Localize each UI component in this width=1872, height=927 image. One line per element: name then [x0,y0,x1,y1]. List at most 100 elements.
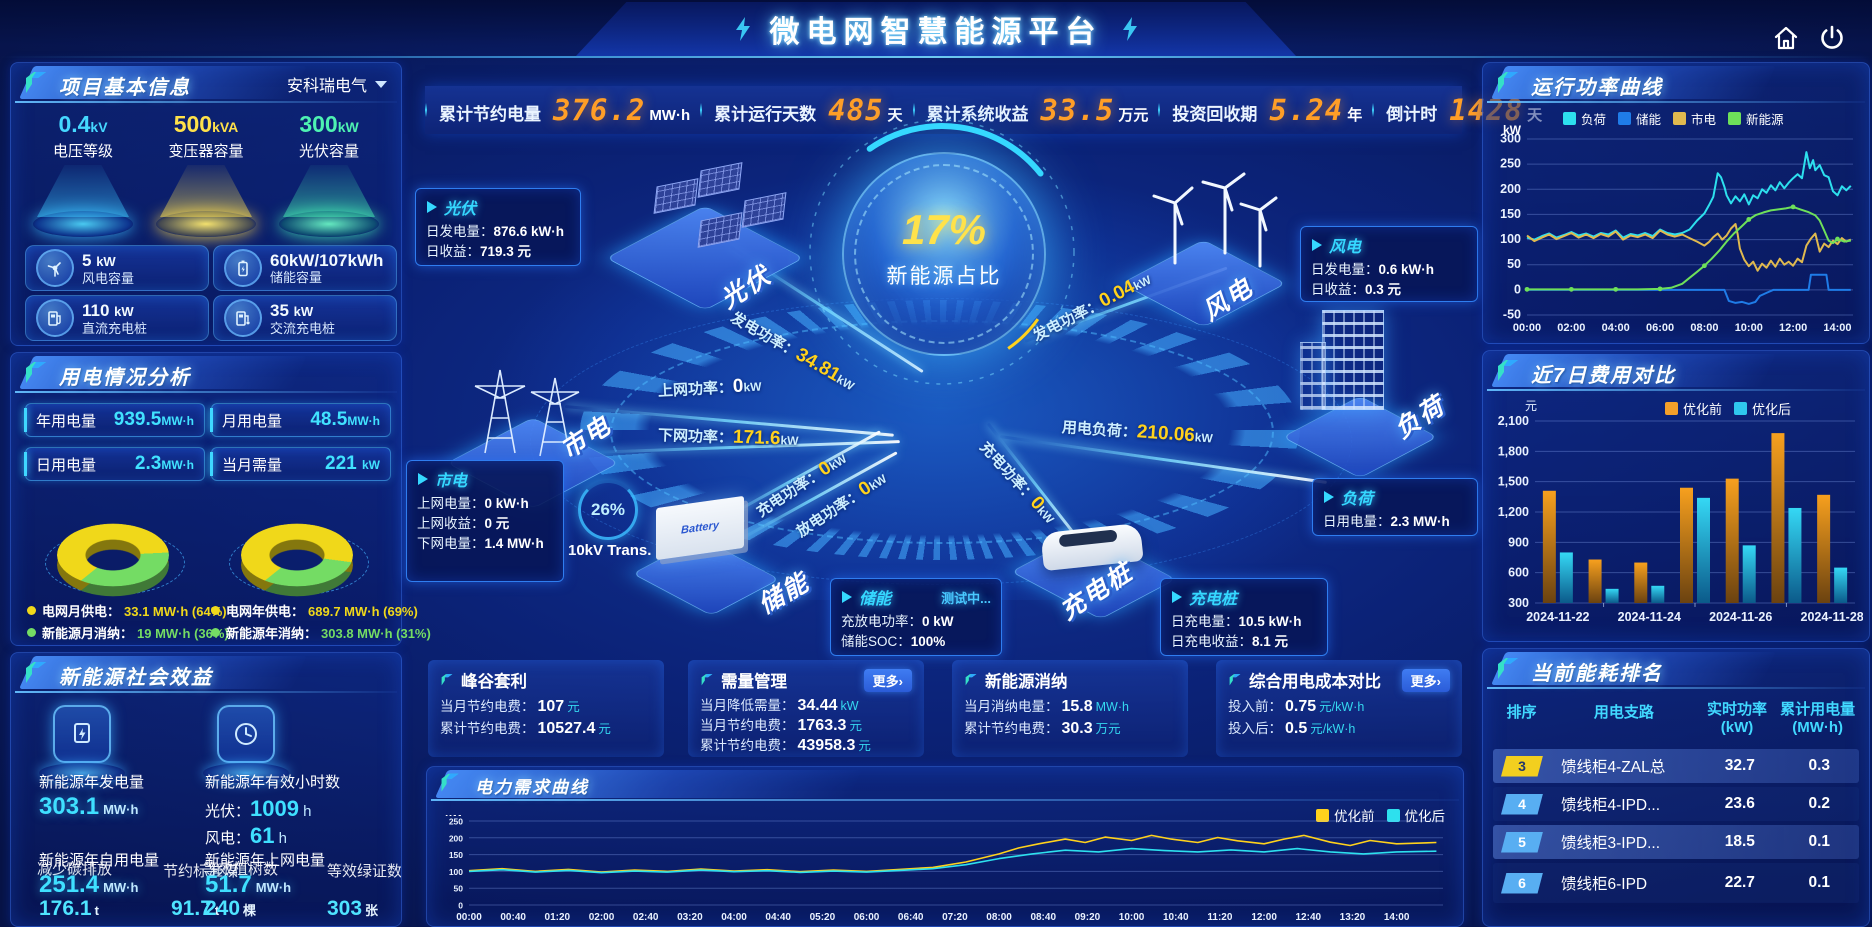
svg-text:00:40: 00:40 [500,912,526,921]
kpi-bar: 累计节约电量 376.2 MW·h 累计运行天数 485 天 累计系统收益 33.5 万元 … [425,86,1542,134]
power-button[interactable] [1812,18,1852,58]
svg-text:900: 900 [1508,535,1529,549]
panel-cost-compare: 近7日费用对比 优化前 优化后 元 300 600 900 1,200 1,500 1,8… [1482,350,1870,642]
svg-text:1,500: 1,500 [1498,475,1529,489]
caret-right-icon [1312,239,1322,251]
title-banner: 微电网智慧能源平台 [576,2,1296,56]
svg-text:kW: kW [1503,125,1522,137]
ranking-row[interactable]: 3 馈线柜4-ZAL总 32.7 0.3 [1493,749,1859,783]
corner-flag-icon [701,674,713,686]
stat-day-usage: 日用电量 2.3MW·h [24,447,205,481]
ranking-row[interactable]: 5 馈线柜3-IPD... 18.5 0.1 [1493,825,1859,859]
wind-turbine-icon [47,262,61,277]
caret-right-icon [1324,491,1334,503]
testing-badge: 测试中... [941,590,991,606]
renewable-share-sphere: 17% 新能源占比 [842,152,1046,356]
more-button[interactable]: 更多› [863,668,912,692]
caret-right-icon [418,473,428,485]
rank-badge: 5 [1501,831,1543,853]
hours-wind: 风电：61 h [205,823,288,848]
co2-label: 减少碳排放 [37,861,113,878]
legend-renewable-year[interactable]: 新能源年消纳： 303.8 MW·h (31%) [211,623,431,642]
demand-curve-chart: 250 200 150 100 50 000:00 00:40 01:20 02:00 02:40… [445,815,1443,921]
pedestal-transformer: 500kVA 变压器容量 [148,111,264,237]
svg-text:02:40: 02:40 [633,912,659,921]
co2-value: 176.1 t [39,897,99,920]
svg-text:12:00: 12:00 [1779,322,1807,334]
trees-label: 等效植树数 [203,861,279,878]
legend-grid-month[interactable]: 电网月供电： 33.1 MW·h (64%) [27,601,227,620]
coal-value: 91.7 t [171,897,220,920]
light-cone [37,165,129,217]
demand-legend[interactable]: 优化前 优化后 [1304,805,1445,825]
caret-right-icon [427,201,437,213]
home-button[interactable] [1766,18,1806,58]
svg-text:-50: -50 [1503,308,1521,322]
panel-energy-ranking: 当前能耗排名 排序 用电支路 实时功率 (kW) 累计用电量 (MW·h) 3 馈线… [1482,648,1870,927]
capacity-dc-charger: 110 kW 直流充电桩 [25,295,209,341]
svg-text:04:40: 04:40 [765,912,791,921]
svg-text:kW: kW [445,815,464,819]
svg-text:03:20: 03:20 [677,912,703,921]
legend-renewable-month[interactable]: 新能源月消纳： 19 MW·h (36%) [27,623,229,642]
cost-legend[interactable]: 优化前 优化后 [1653,399,1791,418]
power-legend[interactable]: 负荷 储能 市电 新能源 [1563,109,1784,128]
svg-text:0: 0 [458,901,463,911]
panel-header: 用电情况分析 [11,353,401,393]
svg-text:08:00: 08:00 [1690,322,1718,334]
kpi-run-days: 累计运行天数 485 天 [700,93,912,127]
svg-text:10:00: 10:00 [1735,322,1763,334]
pedestal-pv-capacity: 300kW 光伏容量 [271,111,387,237]
card-renewable-consumption: 新能源消纳 当月消纳电量： 15.8 MW·h 累计节约电费： 30.3 万元 [952,660,1188,757]
svg-text:1,800: 1,800 [1498,444,1529,458]
stat-year-usage: 年用电量 939.5MW·h [24,403,205,437]
svg-text:00:00: 00:00 [1513,322,1541,334]
svg-text:150: 150 [1500,207,1521,221]
infobox-storage: 储能 测试中... 充放电功率：0 kW 储能SOC：100% [830,578,1002,656]
svg-text:300: 300 [1508,596,1529,610]
panel-header: 项目基本信息 安科瑞电气 [11,63,401,103]
svg-text:01:20: 01:20 [545,912,571,921]
svg-text:04:00: 04:00 [1602,322,1630,334]
lightning-icon [1122,17,1137,41]
svg-text:10:40: 10:40 [1163,912,1189,921]
kpi-saved-energy: 累计节约电量 376.2 MW·h [425,93,700,127]
rank-badge: 3 [1501,755,1543,777]
svg-text:06:00: 06:00 [854,912,880,921]
building-icon [1322,310,1384,410]
generation-label: 新能源年发电量 [39,774,145,791]
more-button[interactable]: 更多› [1401,668,1450,692]
svg-text:12:00: 12:00 [1251,912,1277,921]
ranking-row[interactable]: 4 馈线柜4-IPD... 23.6 0.2 [1493,787,1859,821]
svg-text:12:40: 12:40 [1295,912,1321,921]
company-select[interactable]: 安科瑞电气 [287,72,387,96]
svg-text:100: 100 [449,867,463,877]
certs-value: 303 张 [327,897,379,920]
power-icon [1821,25,1843,49]
transformer-load-ratio: 26% [578,480,638,540]
hours-icon-badge [217,705,275,763]
page-title: 微电网智慧能源平台 [769,16,1103,49]
ranking-row[interactable]: 6 馈线柜6-IPD 22.7 0.1 [1493,863,1859,903]
svg-text:09:20: 09:20 [1075,912,1101,921]
panel-social-benefit: 新能源社会效益 新能源年发电量 303.1 MW·h 新能源年有效小时数 光伏：1… [10,652,402,927]
battery-icon [238,260,248,277]
energy-flow-diagram: 光伏 风电 市电 Battery 储能 充电桩 [400,119,1480,662]
coal-label: 节约标准煤 [163,863,239,880]
svg-text:600: 600 [1508,566,1529,580]
panel-project-info: 项目基本信息 安科瑞电气 0.4kV 电压等级 500kVA 变压器容量 300… [10,62,402,346]
legend-grid-year[interactable]: 电网年供电： 689.7 MW·h (69%) [211,601,418,620]
panel-demand-curve: 电力需求曲线 优化前 优化后 250 200 150 100 50 0 00:00 00:40… [426,766,1464,927]
panel-power-curve: 运行功率曲线 负荷 储能 市电 新能源 300 250 200 150 100 50 0 -5… [1482,62,1870,344]
svg-text:0: 0 [1514,282,1521,296]
svg-text:07:20: 07:20 [942,912,968,921]
generation-value: 303.1 MW·h [39,793,139,820]
svg-text:02:00: 02:00 [1557,322,1585,334]
capacity-storage: 60kW/107kWh 储能容量 [213,245,397,291]
cost-compare-chart: 300 600 900 1,200 1,500 1,800 2,100 2024-11-22 2… [1498,415,1863,624]
wind-turbines-icon [1152,172,1278,268]
hours-pv: 光伏：1009 h [205,796,312,821]
card-cost-comparison: 综合用电成本对比 更多› 投入前： 0.75 元/kW·h 投入后： 0.5 元/kW·h [1216,660,1462,757]
